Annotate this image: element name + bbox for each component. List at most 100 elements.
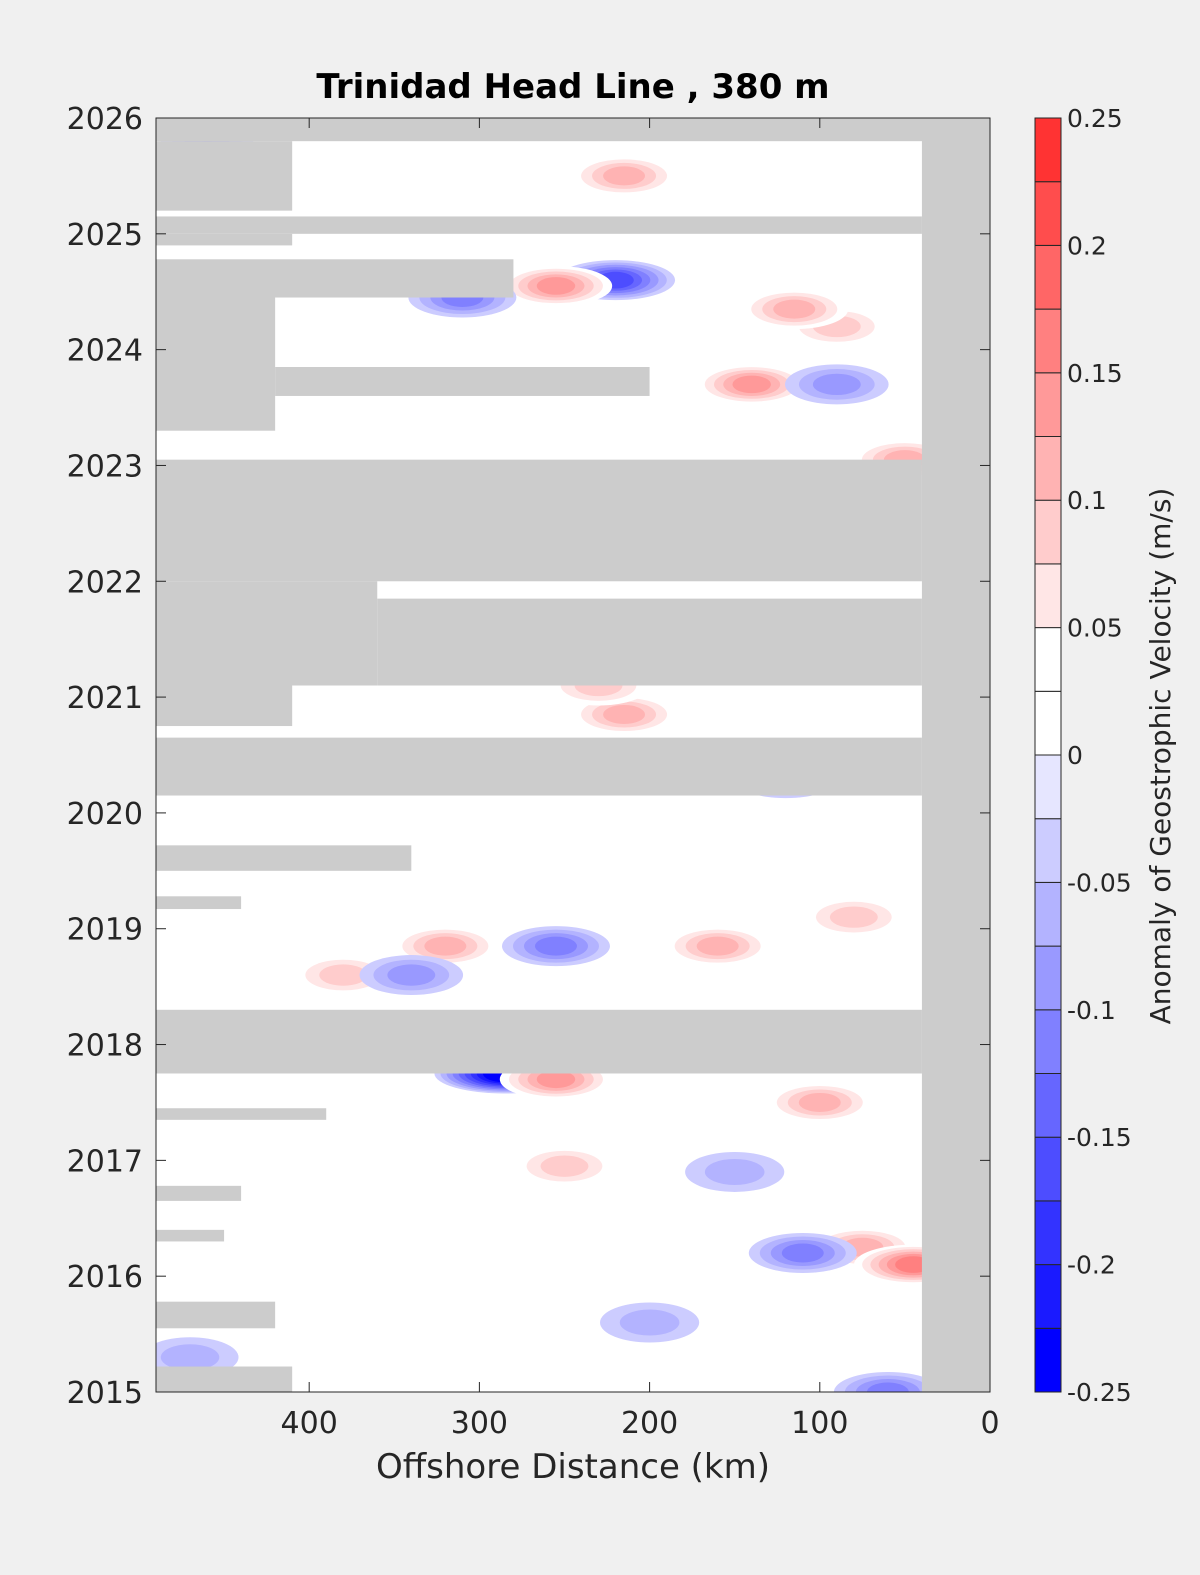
- colorbar-tick-label: -0.2: [1067, 1251, 1116, 1280]
- y-tick-label: 2020: [67, 797, 143, 832]
- y-tick-label: 2025: [67, 218, 143, 253]
- colorbar-segment: [1034, 881, 1062, 947]
- colorbar-tick-label: 0: [1067, 741, 1083, 770]
- anomaly-blob: [570, 155, 679, 196]
- missing-data-region: [156, 118, 990, 142]
- anomaly-blob: [785, 364, 889, 405]
- anomaly-blob: [833, 1372, 942, 1392]
- x-tick-label: 300: [451, 1406, 508, 1441]
- colorbar-segment: [1034, 1327, 1062, 1393]
- contour-level: [603, 166, 646, 186]
- x-tick-label: 0: [980, 1406, 999, 1441]
- colorbar-segment: [1034, 117, 1062, 183]
- colorbar-segment: [1034, 945, 1062, 1011]
- anomaly-blob: [359, 955, 464, 996]
- missing-data-region: [156, 1108, 327, 1120]
- x-axis-label: Offshore Distance (km): [376, 1447, 770, 1487]
- colorbar-segment: [1034, 1136, 1062, 1202]
- colorbar-segment: [1034, 436, 1062, 501]
- contour-level: [732, 375, 771, 394]
- missing-data-region: [156, 459, 922, 582]
- contour-level: [536, 1070, 576, 1089]
- y-tick-label: 2023: [67, 449, 143, 484]
- colorbar-segment: [1034, 372, 1062, 437]
- missing-data-region: [156, 141, 293, 211]
- missing-data-region: [156, 737, 922, 796]
- colorbar-segment: [1034, 627, 1062, 692]
- contour-level: [540, 1155, 589, 1177]
- anomaly-blob: [599, 1302, 700, 1343]
- contour-level: [424, 936, 467, 956]
- missing-data-region: [156, 685, 293, 727]
- colorbar-segment: [1034, 818, 1062, 883]
- missing-data-region: [156, 259, 514, 298]
- colorbar-segment: [1034, 754, 1062, 820]
- plot-frame: [155, 117, 991, 1393]
- y-tick-label: 2022: [67, 565, 143, 600]
- y-tick-label: 2019: [67, 913, 143, 948]
- colorbar-segment: [1034, 1009, 1062, 1074]
- x-axis: 400 300 200 100 0: [281, 118, 1000, 1441]
- colorbar: 0.25 0.2 0.15 0.1 0.05 0 -0.05 -0.1 -0.15 -0.2 -0.…: [1034, 104, 1132, 1407]
- y-tick-label: 2026: [67, 102, 143, 137]
- colorbar-tick-label: 0.2: [1067, 231, 1107, 260]
- plot-area: [155, 117, 991, 1393]
- contour-level: [866, 1382, 909, 1392]
- missing-data-layer: [156, 118, 990, 1392]
- missing-data-region: [156, 845, 412, 871]
- colorbar-tick-label: -0.1: [1067, 996, 1116, 1025]
- colorbar-label: Anomaly of Geostrophic Velocity (m/s): [1144, 488, 1177, 1025]
- y-tick-label: 2016: [67, 1260, 143, 1295]
- missing-data-region: [156, 233, 293, 246]
- contour-level: [319, 964, 368, 986]
- missing-data-region: [156, 216, 922, 234]
- anomaly-blob: [802, 897, 906, 938]
- contour-level: [798, 1092, 841, 1112]
- anomaly-blob: [512, 1146, 617, 1187]
- colorbar-segment: [1034, 499, 1062, 565]
- anomaly-blob: [499, 265, 613, 306]
- missing-data-region: [156, 1366, 293, 1392]
- colorbar-tick-label: 0.15: [1067, 359, 1123, 388]
- colorbar-tick-label: -0.05: [1067, 868, 1132, 897]
- contour-level: [829, 906, 878, 928]
- y-axis: 2015 2016 2017 2018 2019 2020 2021 2022 2023 2024…: [67, 102, 990, 1411]
- colorbar-tick-label: -0.25: [1067, 1378, 1132, 1407]
- x-tick-label: 400: [281, 1406, 338, 1441]
- missing-data-region: [156, 1009, 922, 1074]
- missing-data-region: [156, 1301, 276, 1329]
- missing-data-region: [156, 1185, 242, 1201]
- colorbar-segment: [1034, 563, 1062, 629]
- colorbar-segment: [1034, 181, 1062, 246]
- missing-data-region: [156, 581, 378, 686]
- contour-level: [696, 936, 739, 956]
- contour-level: [619, 1309, 680, 1336]
- anomaly-blob: [740, 289, 849, 330]
- contour-level: [812, 373, 861, 396]
- anomaly-blob: [663, 926, 772, 967]
- colorbar-segment: [1034, 244, 1062, 310]
- y-tick-label: 2021: [67, 681, 143, 716]
- colorbar-segment: [1034, 1073, 1062, 1138]
- colorbar-segment: [1034, 690, 1062, 756]
- contour-level: [534, 936, 577, 956]
- colorbar-tick-label: 0.25: [1067, 104, 1123, 133]
- colorbar-segment: [1034, 1264, 1062, 1329]
- anomaly-blob: [765, 1082, 874, 1123]
- missing-data-region: [156, 1229, 225, 1242]
- anomaly-blob: [685, 1151, 785, 1192]
- colorbar-tick-label: 0.1: [1067, 486, 1107, 515]
- y-tick-label: 2018: [67, 1029, 143, 1064]
- missing-data-region: [156, 297, 276, 431]
- x-tick-label: 100: [791, 1406, 848, 1441]
- colorbar-tick-label: -0.15: [1067, 1123, 1132, 1152]
- contour-level: [781, 1243, 824, 1263]
- x-tick-label: 200: [621, 1406, 678, 1441]
- anomaly-blob: [695, 364, 808, 405]
- y-tick-label: 2015: [67, 1376, 143, 1411]
- colorbar-frame: [1034, 117, 1062, 1393]
- chart-title: Trinidad Head Line , 380 m: [316, 67, 829, 107]
- anomaly-blob: [748, 1233, 857, 1274]
- contour-level: [773, 299, 816, 319]
